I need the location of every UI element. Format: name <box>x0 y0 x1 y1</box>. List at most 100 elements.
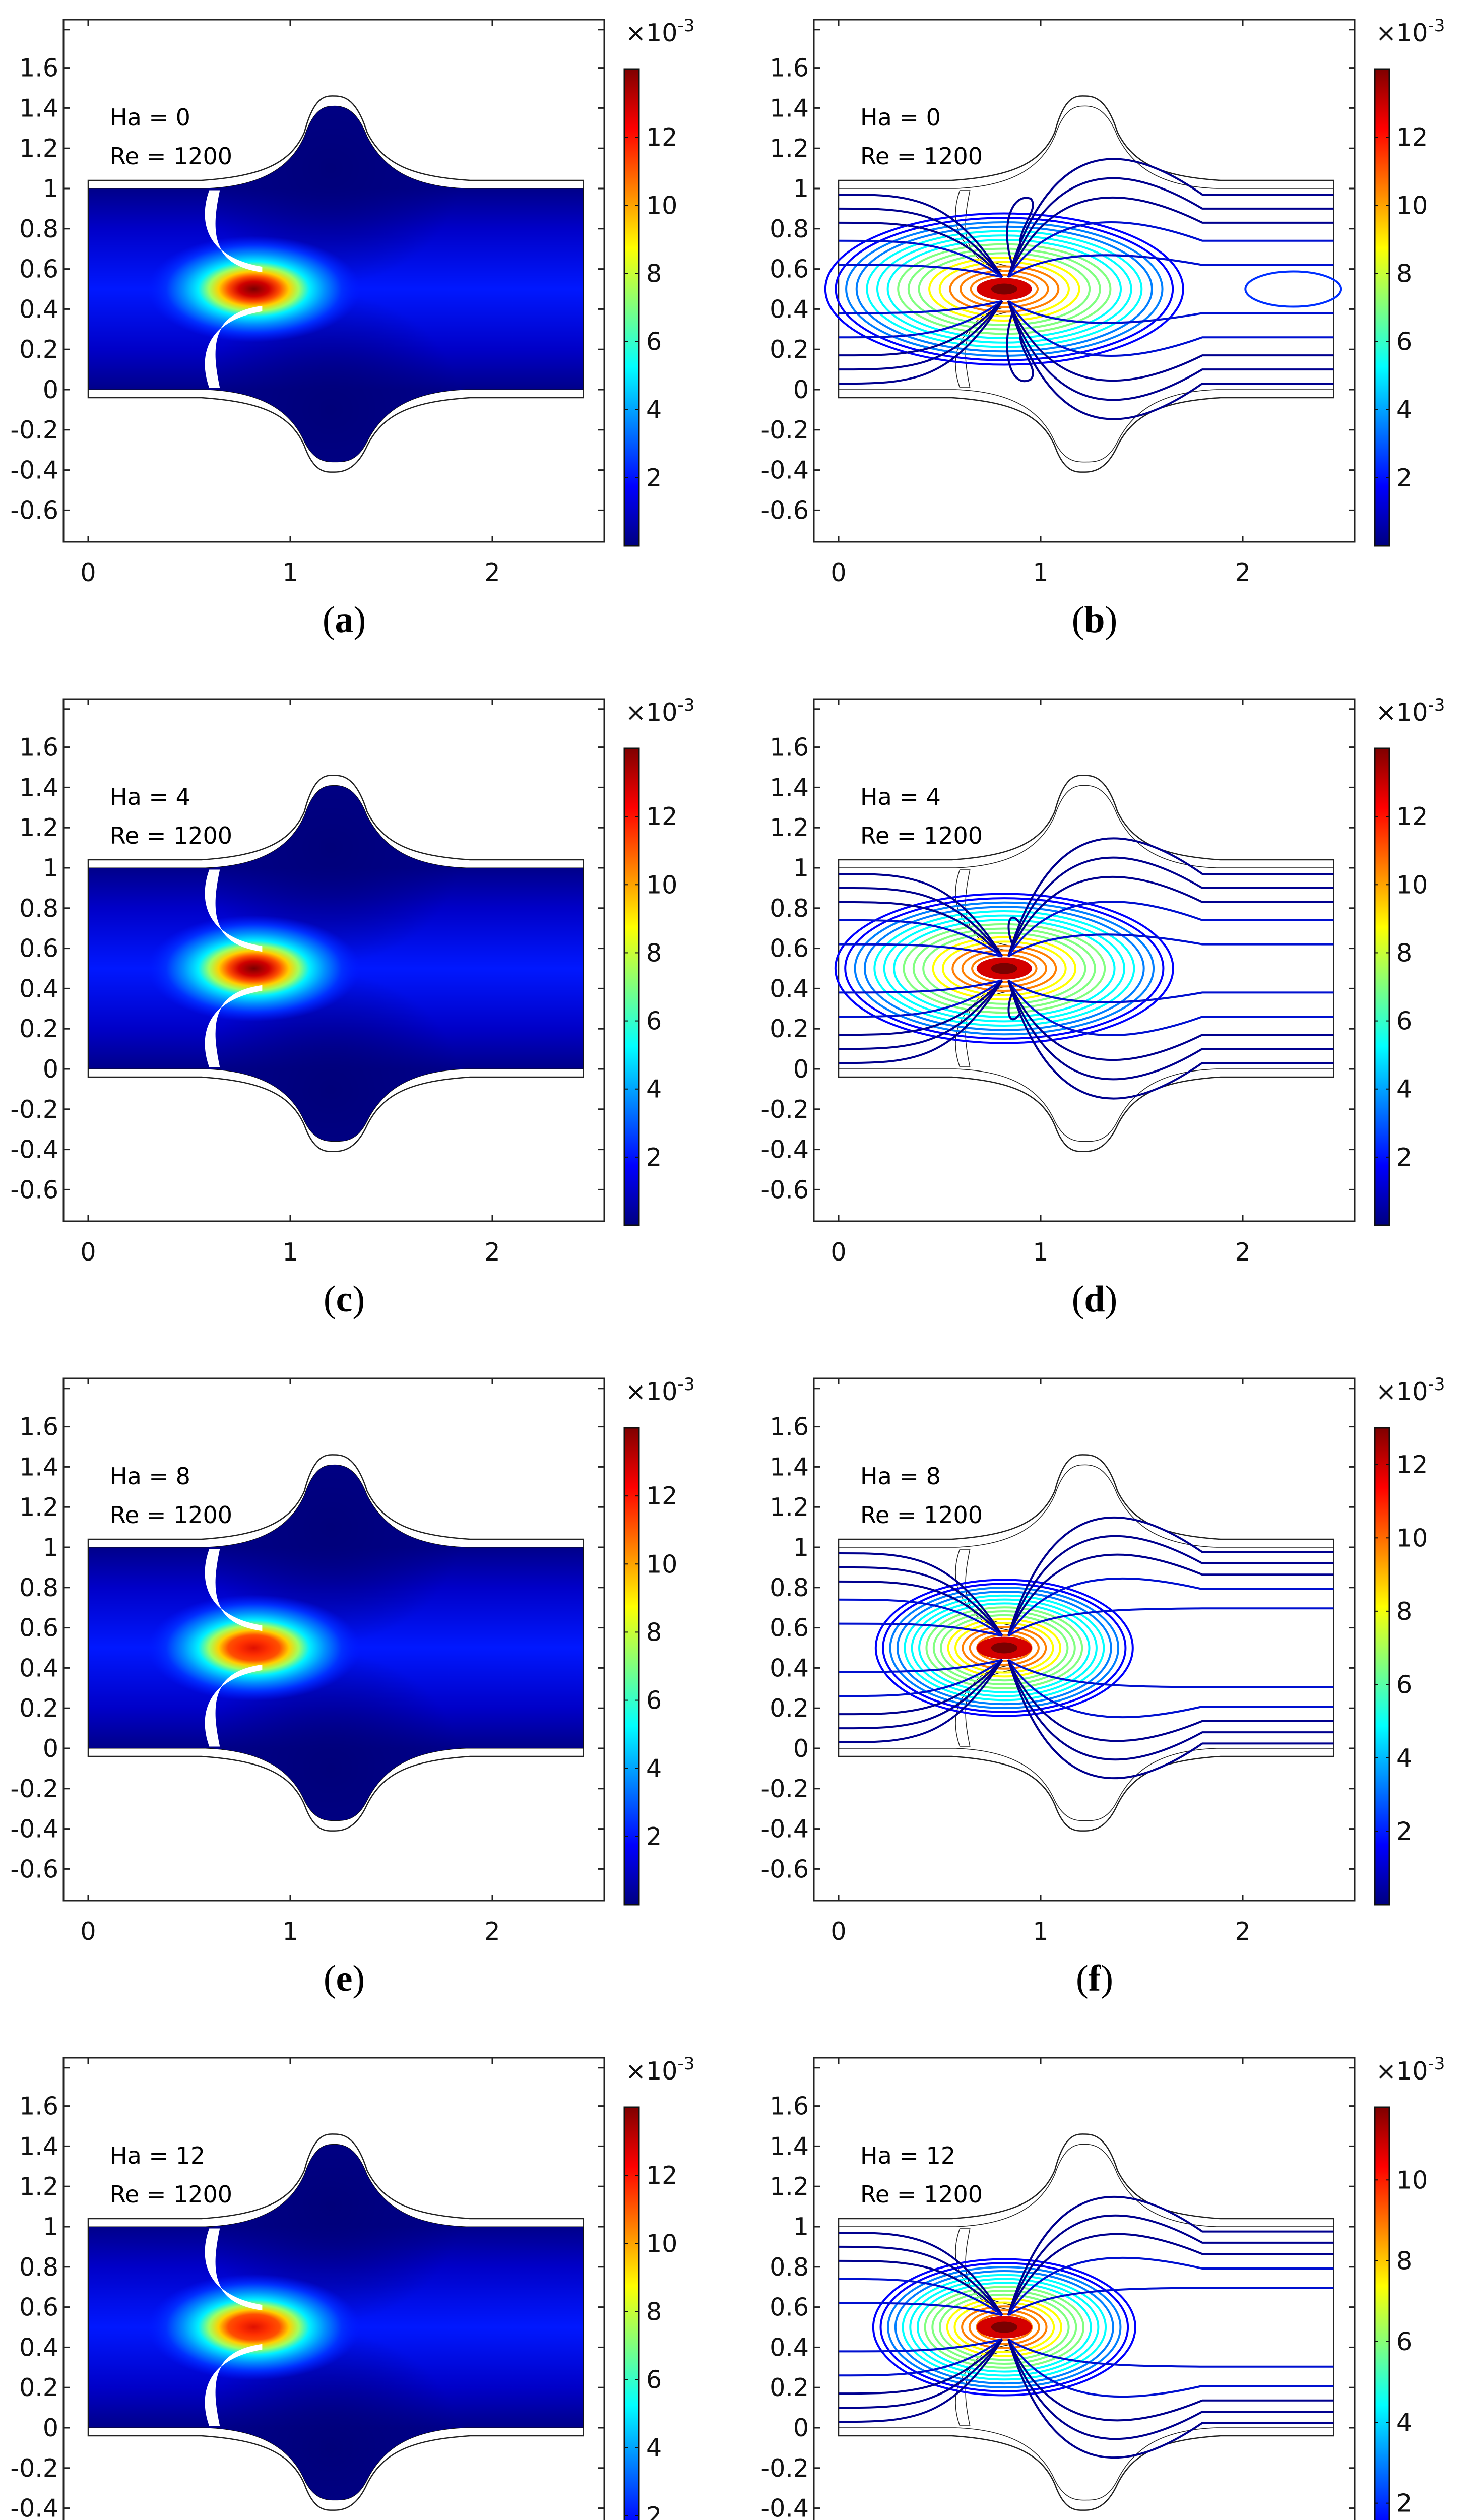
panel-letter: d <box>1084 1279 1105 1320</box>
y-tick-label: 1.2 <box>770 2172 809 2201</box>
y-tick-label: 1.6 <box>770 54 809 83</box>
colorbar-tick-label: 12 <box>1396 1451 1428 1479</box>
x-tick-label: 2 <box>1235 558 1250 587</box>
colorbar-tick-label: 4 <box>646 1075 662 1104</box>
x-tick-label: 1 <box>282 1917 298 1946</box>
hartmann-number-label: Ha = 0 <box>110 104 190 131</box>
reynolds-number-label: Re = 1200 <box>110 2181 233 2208</box>
y-tick-label: 0.6 <box>770 1614 809 1643</box>
y-tick-label: 0.8 <box>770 2253 809 2282</box>
colorbar-tick-label: 8 <box>1396 1597 1412 1626</box>
panel-f: 1.6 1.4 1.2 1 0.8 0.6 0.4 0.2 0 -0.2 -0.4 -0.6 0 1 2 2 4… <box>750 1359 1466 2014</box>
reynolds-number-label: Re = 1200 <box>860 143 983 170</box>
y-tick-label: 0.8 <box>770 215 809 243</box>
x-tick-label: 1 <box>1033 558 1048 587</box>
x-tick-label: 2 <box>1235 1238 1250 1267</box>
x-tick-label: 0 <box>830 1238 846 1267</box>
x-tick-label: 0 <box>80 558 96 587</box>
y-tick-label: 1 <box>793 2213 809 2241</box>
colorbar <box>623 1427 640 1906</box>
y-tick-label: 0 <box>43 1734 58 1763</box>
colorbar-tick-label: 2 <box>646 2502 662 2520</box>
y-tick-label: -0.4 <box>10 456 58 485</box>
panel-c: 1.6 1.4 1.2 1 0.8 0.6 0.4 0.2 0 -0.2 -0.4 -0.6 0 1 2 2 4… <box>0 679 716 1335</box>
colorbar-tick-label: 6 <box>646 2366 662 2395</box>
y-tick-label: 0.6 <box>19 255 58 284</box>
colorbar-tick-label: 12 <box>646 2161 677 2190</box>
colorbar-tick-label: 2 <box>1396 2489 1412 2518</box>
colorbar-tick-label: 2 <box>1396 464 1412 492</box>
colorbar-tick-label: 6 <box>1396 1007 1412 1036</box>
y-tick-label: 0.2 <box>19 335 58 364</box>
panel-h: 1.61.41.210.80.60.40.20-0.2-0.4-0.601224… <box>750 2038 1466 2520</box>
colorbar-tick-label: 10 <box>646 191 677 220</box>
colorbar-tick-label: 4 <box>646 1754 662 1783</box>
y-tick-label: 0.4 <box>19 2333 58 2362</box>
y-tick-label: 1.6 <box>19 2092 58 2121</box>
y-tick-label: 1.4 <box>19 94 58 122</box>
y-tick-label: 1.6 <box>770 733 809 762</box>
y-tick-label: -0.2 <box>760 1095 809 1124</box>
y-tick-label: -0.2 <box>10 2454 58 2483</box>
panel-letter: a <box>335 599 354 641</box>
colorbar-scale-label: ×10-3 <box>1376 695 1445 727</box>
panel-caption: (d) <box>1071 1279 1118 1320</box>
y-tick-label: 0.8 <box>770 894 809 923</box>
x-tick-label: 0 <box>830 1917 846 1946</box>
reynolds-number-label: Re = 1200 <box>860 822 983 849</box>
y-tick-label: -0.2 <box>10 1775 58 1803</box>
y-tick-label: 1.4 <box>770 94 809 122</box>
y-tick-label: 1 <box>43 2213 58 2241</box>
y-tick-label: 0.2 <box>19 2373 58 2402</box>
colorbar-tick-label: 6 <box>646 328 662 356</box>
colorbar-scale-label: ×10-3 <box>625 695 694 727</box>
colorbar-tick-label: 2 <box>646 1143 662 1172</box>
y-tick-label: -0.4 <box>760 1136 809 1164</box>
y-tick-label: -0.6 <box>10 496 58 525</box>
reynolds-number-label: Re = 1200 <box>110 143 233 170</box>
y-tick-label: -0.2 <box>10 416 58 445</box>
y-tick-label: 1.4 <box>770 1453 809 1481</box>
y-tick-label: 0.8 <box>19 2253 58 2282</box>
colorbar-tick-label: 6 <box>1396 328 1412 356</box>
y-tick-label: -0.2 <box>760 416 809 445</box>
panel-caption: (a) <box>322 599 366 641</box>
panel-a: 1.6 1.4 1.2 1 0.8 0.6 0.4 0.2 0 -0.2 -0.4 -0.6 0 1 2 2 4… <box>0 0 716 655</box>
colorbar-tick-label: 8 <box>1396 259 1412 288</box>
colorbar-tick-label: 10 <box>1396 191 1428 220</box>
colorbar-tick-label: 10 <box>1396 2166 1428 2194</box>
y-tick-label: 0.4 <box>770 974 809 1003</box>
colorbar-tick-label: 10 <box>1396 1524 1428 1552</box>
colorbar-tick-label: 6 <box>646 1686 662 1715</box>
y-tick-label: 1.6 <box>19 54 58 83</box>
colorbar-tick-label: 12 <box>1396 123 1428 152</box>
colorbar-tick-label: 2 <box>646 464 662 492</box>
y-tick-label: -0.2 <box>10 1095 58 1124</box>
y-tick-label: 0.2 <box>770 1015 809 1043</box>
reynolds-number-label: Re = 1200 <box>110 822 233 849</box>
y-tick-label: 0.2 <box>19 1694 58 1723</box>
y-tick-label: 0.2 <box>19 1015 58 1043</box>
y-tick-label: 1.6 <box>19 1413 58 1441</box>
reynolds-number-label: Re = 1200 <box>860 2181 983 2208</box>
y-tick-label: -0.6 <box>10 1175 58 1204</box>
colorbar-tick-label: 8 <box>646 259 662 288</box>
colorbar <box>623 2106 640 2520</box>
colorbar-tick-label: 8 <box>646 938 662 967</box>
colorbar-tick-label: 12 <box>646 1482 677 1510</box>
y-tick-label: 1 <box>793 854 809 883</box>
colorbar <box>623 68 640 547</box>
colorbar-tick-label: 6 <box>646 1007 662 1036</box>
colorbar-tick-label: 4 <box>1396 396 1412 424</box>
colorbar-tick-label: 10 <box>646 2229 677 2258</box>
panel-letter: e <box>336 1958 353 1999</box>
colorbar <box>1374 747 1390 1226</box>
colorbar-tick-label: 12 <box>646 123 677 152</box>
colorbar-tick-label: 4 <box>1396 1744 1412 1773</box>
colorbar <box>1374 68 1390 547</box>
panel-letter: b <box>1084 599 1105 641</box>
y-tick-label: 0.8 <box>19 215 58 243</box>
x-tick-label: 0 <box>830 558 846 587</box>
x-tick-label: 0 <box>80 1917 96 1946</box>
